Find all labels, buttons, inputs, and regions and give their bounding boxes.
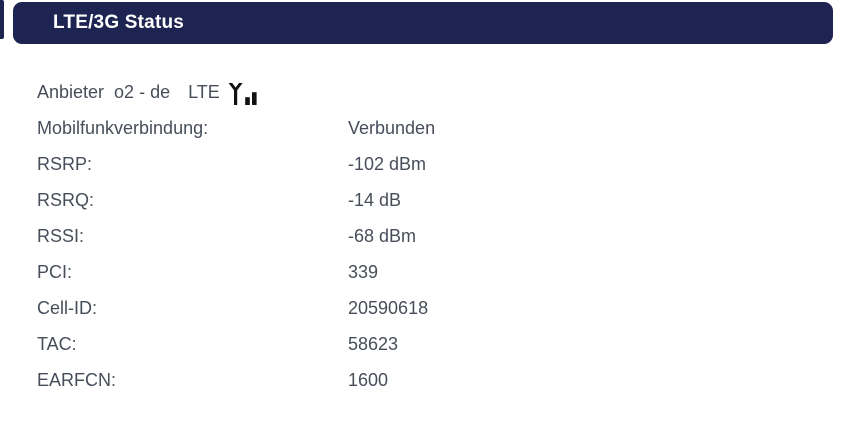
row-label: EARFCN: bbox=[37, 369, 117, 390]
left-edge-strip bbox=[0, 0, 4, 39]
row-label: RSSI: bbox=[37, 225, 85, 246]
row-value: Verbunden bbox=[348, 117, 436, 138]
status-row-mobilfunkverbindung: Mobilfunkverbindung: Verbunden bbox=[37, 110, 797, 146]
status-row-rsrp: RSRP: -102 dBm bbox=[37, 146, 797, 182]
row-value: -68 dBm bbox=[348, 225, 417, 246]
row-label: RSRP: bbox=[37, 153, 93, 174]
status-row-rsrq: RSRQ: -14 dB bbox=[37, 182, 797, 218]
provider-row: Anbieter o2 - de LTE bbox=[37, 74, 797, 110]
row-label: Mobilfunkverbindung: bbox=[37, 117, 209, 138]
status-row-earfcn: EARFCN: 1600 bbox=[37, 362, 797, 398]
row-value: 339 bbox=[348, 261, 379, 282]
page-title: LTE/3G Status bbox=[53, 12, 185, 33]
row-value: 1600 bbox=[348, 369, 389, 390]
row-value: -14 dB bbox=[348, 189, 402, 210]
status-list: Anbieter o2 - de LTE Mobilfunkverbindung… bbox=[37, 74, 797, 398]
row-value: -102 dBm bbox=[348, 153, 427, 174]
status-row-tac: TAC: 58623 bbox=[37, 326, 797, 362]
row-label: Cell-ID: bbox=[37, 297, 98, 318]
provider-value: o2 - de bbox=[114, 81, 171, 102]
network-type-label: LTE bbox=[188, 81, 220, 102]
section-header: LTE/3G Status bbox=[13, 2, 833, 44]
row-label: TAC: bbox=[37, 333, 77, 354]
row-label: RSRQ: bbox=[37, 189, 95, 210]
provider-label: Anbieter bbox=[37, 81, 105, 102]
row-label: PCI: bbox=[37, 261, 73, 282]
status-row-rssi: RSSI: -68 dBm bbox=[37, 218, 797, 254]
status-row-cell-id: Cell-ID: 20590618 bbox=[37, 290, 797, 326]
row-value: 58623 bbox=[348, 333, 399, 354]
antenna-signal-icon bbox=[228, 82, 257, 106]
row-value: 20590618 bbox=[348, 297, 429, 318]
status-row-pci: PCI: 339 bbox=[37, 254, 797, 290]
